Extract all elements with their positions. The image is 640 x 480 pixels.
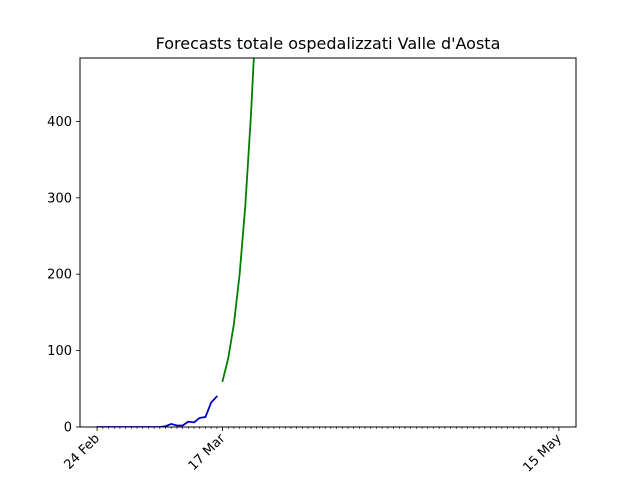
y-tick-label: 0: [64, 421, 72, 436]
chart-title: Forecasts totale ospedalizzati Valle d'A…: [156, 34, 501, 53]
x-tick-label: 17 Mar: [186, 431, 229, 474]
series-line-1: [221, 58, 255, 383]
series-line-0: [96, 395, 218, 427]
y-tick-label: 400: [47, 115, 72, 130]
y-tick-label: 100: [47, 344, 72, 359]
y-tick-label: 300: [47, 191, 72, 206]
y-tick-label: 200: [47, 268, 72, 283]
y-ticks: 0 100 200 300 400: [47, 115, 80, 436]
x-major-ticks: 24 Feb 17 Mar 15 May: [61, 427, 565, 475]
plot-frame: [79, 57, 577, 428]
x-tick-label: 24 Feb: [61, 431, 103, 473]
x-tick-label: 15 May: [520, 431, 564, 475]
plot-area: [96, 58, 255, 427]
